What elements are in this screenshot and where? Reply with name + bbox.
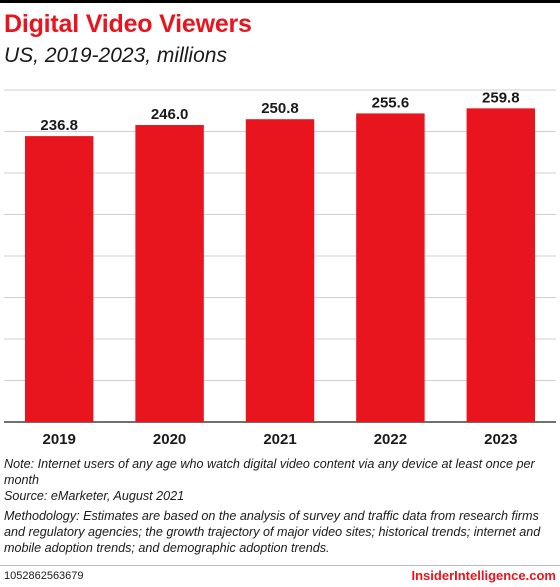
methodology-text: Methodology: Estimates are based on the … [4,509,541,555]
bars [24,108,536,423]
chart-subtitle: US, 2019-2023, millions [4,44,227,67]
category-label-2023: 2023 [484,431,517,448]
value-label-2021: 250.8 [261,100,299,117]
category-label-2020: 2020 [153,431,186,448]
chart-title: Digital Video Viewers [4,10,252,38]
notes: Note: Internet users of any age who watc… [4,456,556,556]
value-label-2023: 259.8 [482,89,520,106]
chart-id: 1052862563679 [4,570,84,582]
source-text: Source: eMarketer, August 2021 [4,489,185,503]
bar-2021 [245,119,315,422]
bar-2020 [135,125,204,422]
bar-2019 [24,136,94,423]
value-label-2022: 255.6 [372,94,410,111]
value-label-2020: 246.0 [151,106,189,123]
top-rule [0,0,560,3]
bar-2022 [356,113,425,423]
bar-2023 [466,108,536,422]
category-labels: 2019 2020 2021 2022 2023 [43,431,518,448]
note-text: Note: Internet users of any age who watc… [4,457,535,487]
footer-rule [0,565,560,566]
value-label-2019: 236.8 [40,117,78,134]
category-label-2019: 2019 [43,431,76,448]
category-label-2022: 2022 [374,431,407,448]
brand-logo-text: InsiderIntelligence.com [411,568,557,583]
value-labels: 236.8 246.0 250.8 255.6 259.8 [40,89,519,134]
category-label-2021: 2021 [263,431,296,448]
